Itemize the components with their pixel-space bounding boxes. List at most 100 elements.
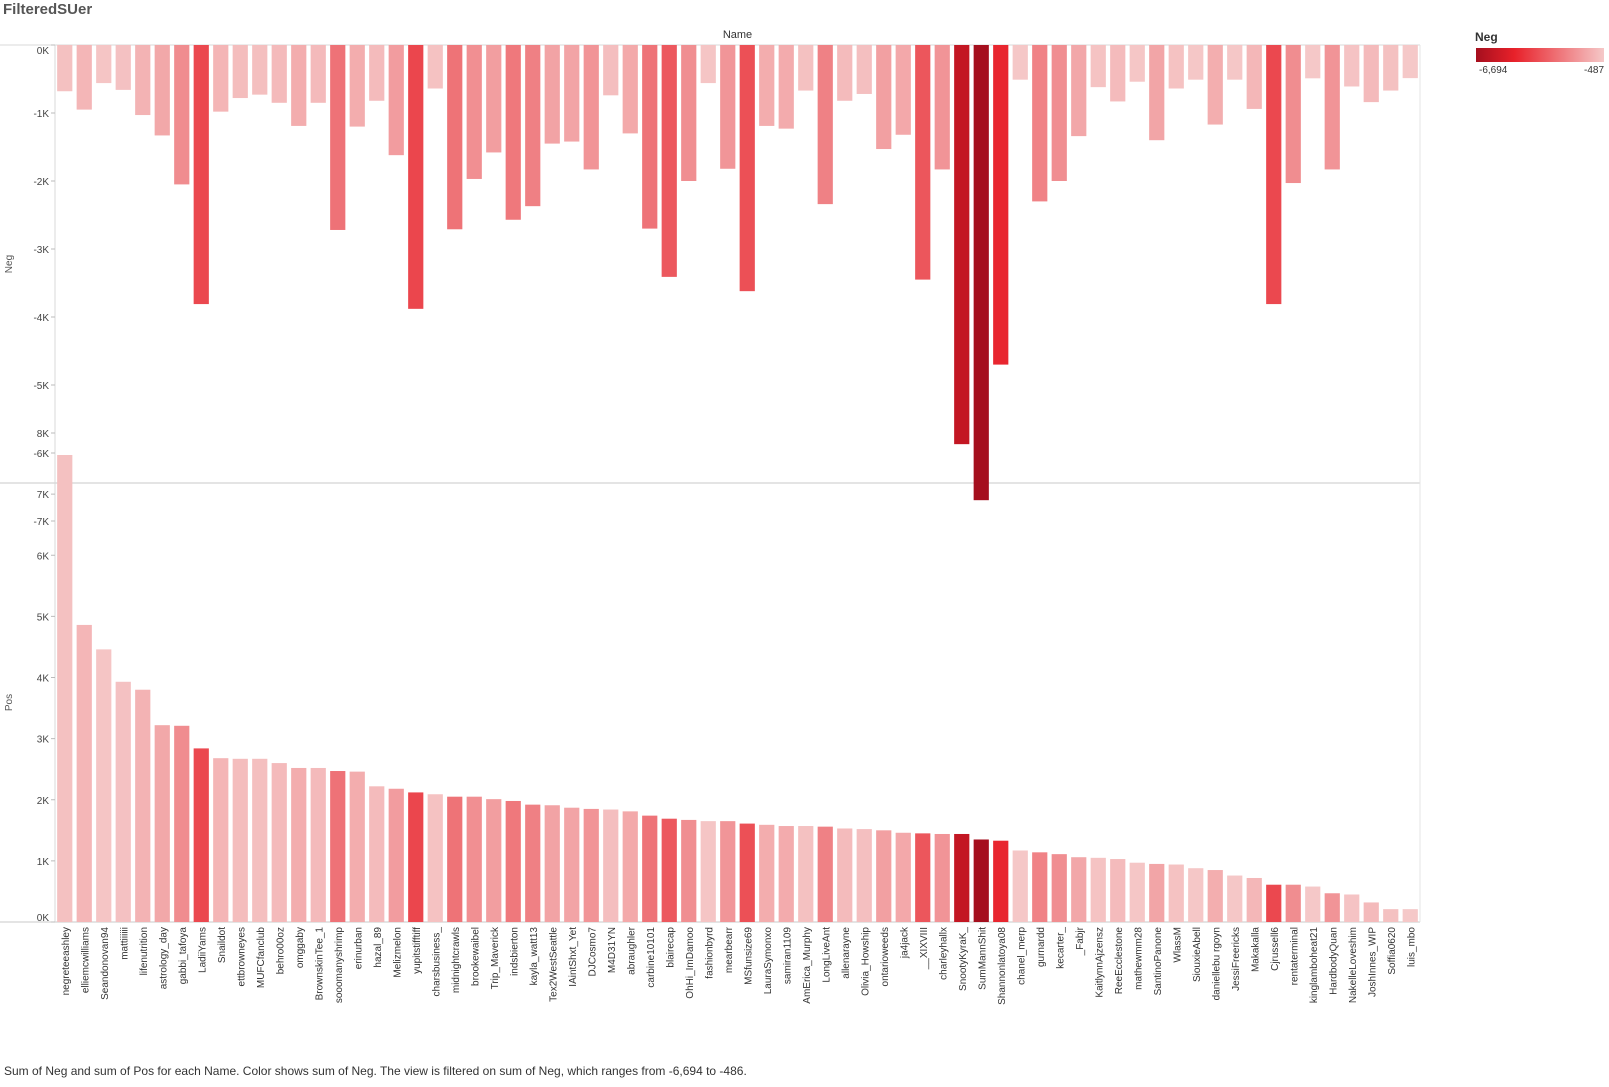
x-category-label: ontarioweeds	[880, 927, 891, 986]
bar-neg	[1149, 45, 1165, 141]
bar-neg	[1032, 45, 1048, 202]
x-category-label: kecarter_	[1055, 927, 1066, 969]
bar-neg	[856, 45, 872, 94]
y-tick-label: -6K	[33, 449, 49, 460]
bar-pos	[447, 796, 463, 922]
x-category-label: Tex2WestSeattle	[548, 927, 559, 1002]
bar-neg	[232, 45, 248, 99]
bar-pos	[661, 818, 677, 922]
bar-neg	[388, 45, 404, 156]
x-category-label: charleyhallx	[938, 927, 949, 980]
bar-pos	[1266, 884, 1282, 922]
bar-pos	[1383, 909, 1399, 922]
bar-neg	[1246, 45, 1262, 109]
bar-neg	[1207, 45, 1223, 125]
x-category-label: AmErica_Murphy	[802, 927, 813, 1004]
x-category-label: Cjrussell6	[1270, 927, 1281, 971]
bar-neg	[622, 45, 638, 134]
y-tick-label: -1K	[33, 109, 49, 120]
x-category-label: midnightcrawls	[451, 927, 462, 993]
color-legend[interactable]: Neg -6,694 -487	[1475, 28, 1609, 88]
bar-neg	[135, 45, 151, 116]
bar-pos	[76, 624, 92, 922]
bar-neg	[154, 45, 170, 136]
bar-pos	[135, 689, 151, 922]
bar-pos	[174, 725, 190, 922]
bar-pos	[1012, 850, 1028, 922]
bar-neg	[564, 45, 580, 142]
bar-pos	[291, 767, 307, 922]
y-tick-label: -2K	[33, 177, 49, 188]
x-category-label: mattiiiiii	[119, 927, 130, 960]
x-category-label: LongLiveAnt	[821, 927, 832, 983]
bar-pos	[252, 758, 268, 922]
x-category-label: Soffia0620	[1387, 927, 1398, 975]
y-tick-label: 0K	[37, 46, 50, 57]
x-category-label: ettbrowneyes	[236, 927, 247, 986]
x-category-label: SumMannShit	[977, 927, 988, 990]
bar-neg	[1266, 45, 1282, 305]
bar-neg	[57, 45, 73, 92]
x-category-label: KaitlynnAjzensz	[1094, 927, 1105, 998]
bar-pos	[778, 826, 794, 922]
bar-pos	[369, 786, 385, 922]
x-category-label: IAintShxt_Yet	[568, 927, 579, 987]
bar-neg	[954, 45, 970, 445]
bar-pos	[993, 840, 1009, 922]
bar-pos	[934, 833, 950, 922]
x-category-label: ReeEcclestone	[1114, 927, 1125, 995]
bar-pos	[622, 811, 638, 922]
bar-neg	[1227, 45, 1243, 80]
x-category-label: SiouxieAbell	[1192, 927, 1203, 982]
bar-neg	[544, 45, 560, 144]
bar-pos	[817, 826, 833, 922]
bar-neg	[583, 45, 599, 170]
bar-pos	[466, 796, 482, 922]
bar-pos	[349, 771, 365, 922]
chart-title: FilteredSUer	[3, 1, 93, 18]
bar-pos	[1051, 854, 1067, 922]
bar-pos	[1227, 875, 1243, 922]
bar-neg	[1402, 45, 1418, 79]
x-category-label: Snaildot	[217, 927, 228, 963]
bar-neg	[1012, 45, 1028, 80]
bar-pos	[603, 809, 619, 922]
legend-title: Neg	[1475, 30, 1498, 44]
bar-pos	[837, 828, 853, 922]
bar-pos	[427, 794, 443, 922]
x-category-label: M4D31YN	[607, 927, 618, 973]
bar-pos	[700, 821, 716, 922]
bar-neg	[1168, 45, 1184, 89]
x-category-label: HardbodyQuan	[1328, 927, 1339, 995]
bar-pos	[1324, 893, 1340, 922]
bar-neg	[720, 45, 736, 169]
x-category-label: kinglamboheat21	[1309, 927, 1320, 1004]
y-tick-label: 2K	[37, 796, 50, 807]
bar-pos	[213, 758, 229, 922]
x-category-label: allenarayne	[841, 927, 852, 979]
x-category-label: brookewaibel	[470, 927, 481, 986]
bar-pos	[154, 725, 170, 922]
x-category-label: OhHi_ImDamoo	[685, 927, 696, 999]
x-category-label: LauraSymonxo	[763, 927, 774, 995]
bar-neg	[915, 45, 931, 280]
y-tick-label: 3K	[37, 735, 50, 746]
x-category-label: mearbearr	[724, 926, 735, 973]
bar-neg	[349, 45, 365, 127]
bar-neg	[447, 45, 463, 230]
x-category-label: elliemcwilliams	[80, 927, 91, 993]
x-category-label: erinurban	[353, 927, 364, 969]
x-category-label: negreteeashley	[61, 927, 72, 995]
x-category-label: hazal_89	[373, 927, 384, 968]
bar-pos	[759, 824, 775, 922]
bar-neg	[1363, 45, 1379, 103]
bar-neg	[427, 45, 443, 89]
x-category-label: carbine10101	[646, 927, 657, 988]
bar-neg	[798, 45, 814, 91]
y-axis-label: Pos	[4, 694, 15, 711]
bar-neg	[96, 45, 112, 84]
bar-pos	[895, 832, 911, 922]
y-tick-label: 8K	[37, 429, 50, 440]
x-category-label: Shannonlatoya08	[997, 927, 1008, 1005]
x-category-label: indsbierton	[509, 927, 520, 976]
